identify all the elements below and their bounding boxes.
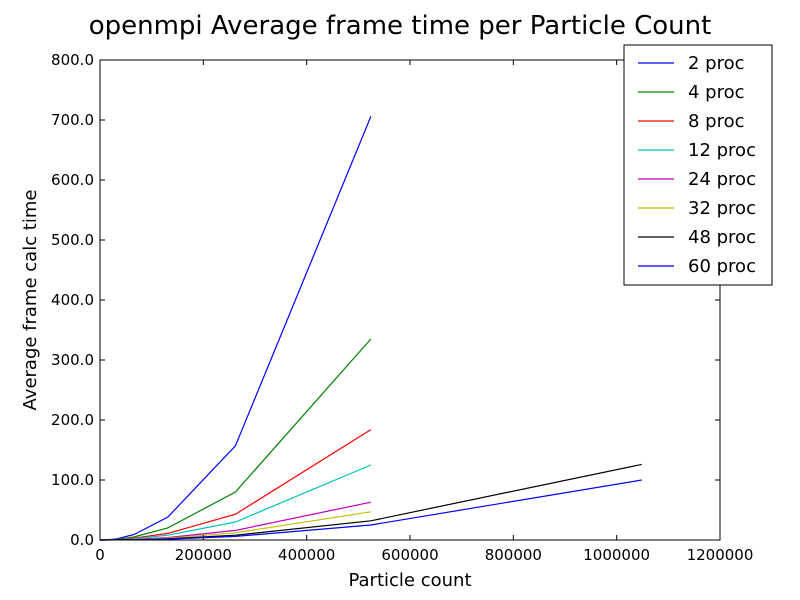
x-tick-label: 400000	[278, 546, 335, 564]
legend-label-2: 4 proc	[688, 82, 745, 103]
legend-label-3: 8 proc	[688, 111, 745, 132]
legend-box	[623, 44, 773, 286]
x-tick-label: 0	[95, 546, 105, 564]
x-tick-label: 600000	[381, 546, 438, 564]
legend: 2 proc 4 proc 8 proc 12 proc 24 proc 32 proc 4…	[623, 44, 773, 286]
y-tick-label: 500.0	[51, 231, 94, 249]
y-tick-label: 100.0	[51, 471, 94, 489]
x-axis-label: Particle count	[348, 570, 471, 591]
chart-title: openmpi Average frame time per Particle …	[89, 11, 712, 41]
y-tick-label: 400.0	[51, 291, 94, 309]
y-tick-label: 700.0	[51, 111, 94, 129]
legend-label-5: 24 proc	[688, 169, 756, 190]
y-tick-label: 0.0	[70, 531, 94, 549]
series-line-8	[99, 479, 642, 541]
y-tick-label: 800.0	[51, 51, 94, 69]
plot-lines	[99, 116, 642, 541]
legend-label-1: 2 proc	[688, 53, 745, 74]
series-line-5	[99, 501, 372, 541]
series-line-2	[99, 338, 372, 541]
x-tick-label: 200000	[175, 546, 232, 564]
legend-label-8: 60 proc	[688, 256, 756, 277]
y-tick-label: 600.0	[51, 171, 94, 189]
x-tick-label: 1000000	[583, 546, 650, 564]
y-axis-label: Average frame calc time	[20, 190, 41, 411]
x-tick-label: 1200000	[687, 546, 754, 564]
y-tick-label: 300.0	[51, 351, 94, 369]
series-line-1	[99, 116, 372, 541]
y-axis: 0.0 100.0 200.0 300.0 400.0 500.0 600.0 700.0 80…	[51, 51, 720, 549]
x-axis: 0 200000 400000 600000 800000 1000000 1200000	[95, 60, 753, 564]
legend-label-4: 12 proc	[688, 140, 756, 161]
y-tick-label: 200.0	[51, 411, 94, 429]
x-tick-label: 800000	[485, 546, 542, 564]
legend-label-6: 32 proc	[688, 198, 756, 219]
legend-label-7: 48 proc	[688, 227, 756, 248]
